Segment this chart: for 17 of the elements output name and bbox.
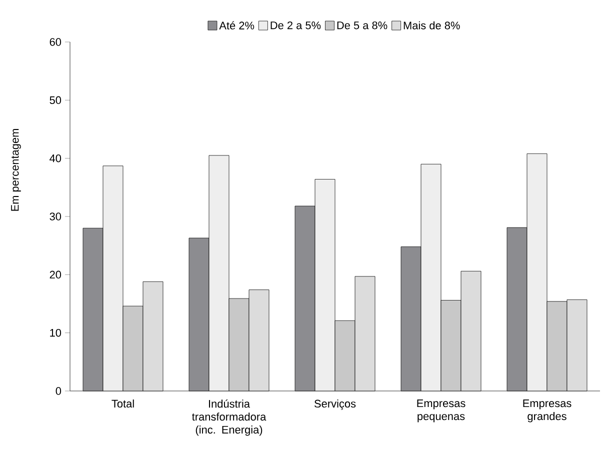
legend-label: Mais de 8%	[404, 21, 460, 30]
legend-label: Até 2%	[219, 21, 254, 30]
x-tick-label: Total	[112, 400, 134, 408]
y-tick-label: 40	[50, 154, 62, 162]
x-tick-label: Empresas grandes	[523, 400, 572, 422]
x-tick-label: Indústria transformadora (inc. Energia)	[192, 400, 266, 436]
y-tick-label: 20	[50, 270, 62, 279]
legend-label: De 5 a 8%	[337, 21, 388, 30]
x-tick-label: Empresas pequenas	[417, 400, 466, 422]
y-axis-title: Em percentagem	[11, 129, 21, 211]
y-tick-label: 10	[50, 328, 62, 337]
y-tick-label: 60	[50, 38, 62, 46]
y-tick-label: 0	[56, 387, 62, 395]
legend-label: De 2 a 5%	[270, 21, 321, 30]
y-tick-label: 30	[50, 212, 62, 220]
y-tick-label: 50	[50, 96, 62, 104]
x-tick-label: Serviços	[314, 400, 356, 410]
